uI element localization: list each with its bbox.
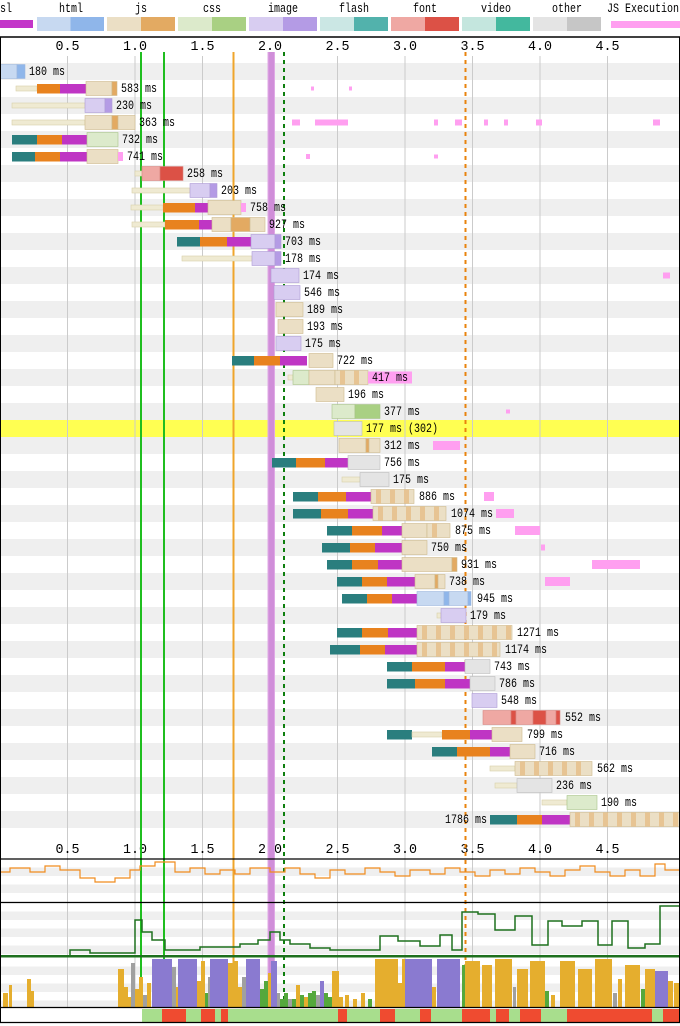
svg-text:3.0: 3.0 bbox=[393, 39, 417, 55]
svg-text:1.5: 1.5 bbox=[191, 842, 215, 858]
svg-text:4.5: 4.5 bbox=[596, 39, 620, 55]
svg-text:1.5: 1.5 bbox=[191, 39, 215, 55]
svg-text:552 ms: 552 ms bbox=[565, 710, 601, 725]
svg-text:732 ms: 732 ms bbox=[122, 132, 158, 147]
svg-text:743 ms: 743 ms bbox=[494, 659, 530, 674]
svg-text:703 ms: 703 ms bbox=[285, 234, 321, 249]
svg-text:750 ms: 750 ms bbox=[431, 540, 467, 555]
svg-text:236 ms: 236 ms bbox=[556, 778, 592, 793]
svg-text:196 ms: 196 ms bbox=[348, 387, 384, 402]
svg-text:562 ms: 562 ms bbox=[597, 761, 633, 776]
svg-text:175 ms: 175 ms bbox=[305, 336, 341, 351]
svg-text:JS Execution: JS Execution bbox=[607, 1, 679, 16]
svg-text:js: js bbox=[135, 1, 147, 16]
svg-text:203 ms: 203 ms bbox=[221, 183, 257, 198]
svg-text:2.5: 2.5 bbox=[326, 39, 350, 55]
svg-text:927 ms: 927 ms bbox=[269, 217, 305, 232]
svg-text:583 ms: 583 ms bbox=[121, 81, 157, 96]
svg-text:html: html bbox=[59, 1, 83, 16]
svg-text:875 ms: 875 ms bbox=[455, 523, 491, 538]
svg-text:756 ms: 756 ms bbox=[384, 455, 420, 470]
svg-text:193 ms: 193 ms bbox=[307, 319, 343, 334]
svg-text:758 ms: 758 ms bbox=[250, 200, 286, 215]
svg-text:3.0: 3.0 bbox=[393, 842, 417, 858]
svg-text:font: font bbox=[413, 1, 437, 16]
svg-text:3.5: 3.5 bbox=[461, 39, 485, 55]
svg-text:2.0: 2.0 bbox=[258, 39, 282, 55]
svg-text:1074 ms: 1074 ms bbox=[451, 506, 493, 521]
svg-text:312 ms: 312 ms bbox=[384, 438, 420, 453]
svg-text:178 ms: 178 ms bbox=[285, 251, 321, 266]
svg-text:945 ms: 945 ms bbox=[477, 591, 513, 606]
svg-text:180 ms: 180 ms bbox=[29, 64, 65, 79]
svg-text:179 ms: 179 ms bbox=[470, 608, 506, 623]
svg-text:174 ms: 174 ms bbox=[303, 268, 339, 283]
svg-text:177 ms (302): 177 ms (302) bbox=[366, 421, 438, 436]
svg-text:175 ms: 175 ms bbox=[393, 472, 429, 487]
svg-text:886 ms: 886 ms bbox=[419, 489, 455, 504]
svg-text:0.5: 0.5 bbox=[56, 842, 80, 858]
svg-text:738 ms: 738 ms bbox=[449, 574, 485, 589]
svg-text:931 ms: 931 ms bbox=[461, 557, 497, 572]
svg-text:1174 ms: 1174 ms bbox=[505, 642, 547, 657]
svg-text:1786 ms: 1786 ms bbox=[445, 812, 487, 827]
svg-text:230 ms: 230 ms bbox=[116, 98, 152, 113]
svg-text:3.5: 3.5 bbox=[461, 842, 485, 858]
svg-text:1.0: 1.0 bbox=[123, 39, 147, 55]
svg-text:799 ms: 799 ms bbox=[527, 727, 563, 742]
svg-text:1.0: 1.0 bbox=[123, 842, 147, 858]
svg-text:0.5: 0.5 bbox=[56, 39, 80, 55]
svg-text:190 ms: 190 ms bbox=[601, 795, 637, 810]
svg-text:546 ms: 546 ms bbox=[304, 285, 340, 300]
svg-text:258 ms: 258 ms bbox=[187, 166, 223, 181]
svg-text:2.5: 2.5 bbox=[326, 842, 350, 858]
svg-text:image: image bbox=[268, 1, 298, 16]
svg-text:741 ms: 741 ms bbox=[127, 149, 163, 164]
svg-text:189 ms: 189 ms bbox=[307, 302, 343, 317]
svg-text:sl: sl bbox=[0, 1, 12, 16]
svg-text:786 ms: 786 ms bbox=[499, 676, 535, 691]
svg-text:flash: flash bbox=[339, 1, 369, 16]
svg-text:363 ms: 363 ms bbox=[139, 115, 175, 130]
svg-text:1271 ms: 1271 ms bbox=[517, 625, 559, 640]
svg-text:722 ms: 722 ms bbox=[337, 353, 373, 368]
svg-text:716 ms: 716 ms bbox=[539, 744, 575, 759]
svg-text:548 ms: 548 ms bbox=[501, 693, 537, 708]
svg-text:417 ms: 417 ms bbox=[372, 370, 408, 385]
svg-text:4.0: 4.0 bbox=[528, 39, 552, 55]
svg-text:other: other bbox=[552, 1, 582, 16]
svg-text:video: video bbox=[481, 1, 511, 16]
svg-text:4.5: 4.5 bbox=[596, 842, 620, 858]
svg-text:377 ms: 377 ms bbox=[384, 404, 420, 419]
svg-text:css: css bbox=[203, 1, 221, 16]
svg-text:4.0: 4.0 bbox=[528, 842, 552, 858]
